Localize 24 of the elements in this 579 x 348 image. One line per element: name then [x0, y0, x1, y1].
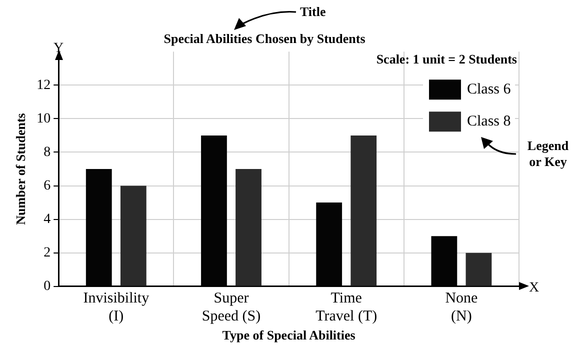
- y-axis-title: Number of Students: [13, 113, 28, 225]
- text: X: [529, 280, 540, 296]
- bar: [120, 186, 146, 286]
- y-tick-label: 0: [44, 279, 51, 294]
- y-tick-label: 8: [44, 144, 51, 160]
- legend-label: Class 8: [467, 114, 511, 130]
- x-tick-label: Super Speed (S): [202, 290, 261, 324]
- y-tick-label: 12: [36, 78, 51, 93]
- legend-label: Class 6: [467, 82, 512, 98]
- y-tick-label: 2: [44, 246, 51, 261]
- bar: [236, 169, 262, 286]
- annotation: Scale: 1 unit = 2 Students: [376, 52, 517, 67]
- y-tick-label: 4: [44, 212, 51, 227]
- y-tick-label: 10: [36, 111, 51, 126]
- x-tick-label: None (N): [445, 290, 478, 324]
- x-tick-label: Invisibility (I): [83, 290, 150, 324]
- bar: [350, 135, 377, 286]
- x-axis-title: Type of Special Abilities: [222, 328, 356, 343]
- bar: [466, 252, 492, 286]
- chart-title: Special Abilities Chosen by Students: [164, 31, 366, 46]
- x-tick-label: Time Travel (T): [316, 290, 378, 324]
- text: Legend or Key: [527, 138, 570, 169]
- y-tick-label: 6: [44, 178, 51, 194]
- text: Title: [300, 4, 326, 19]
